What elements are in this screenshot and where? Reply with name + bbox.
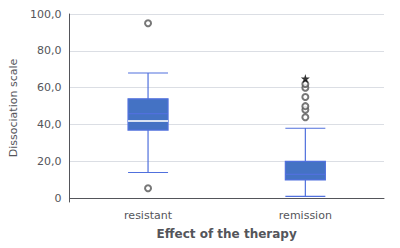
svg-text:Dissociation scale: Dissociation scale [7,59,20,158]
svg-text:resistant: resistant [124,209,173,222]
svg-text:20,0: 20,0 [37,155,62,168]
svg-text:80,0: 80,0 [37,44,62,57]
svg-text:60,0: 60,0 [37,81,62,94]
svg-text:40,0: 40,0 [37,118,62,131]
svg-text:0: 0 [54,192,61,205]
svg-text:100,0: 100,0 [30,8,62,21]
svg-text:remission: remission [279,209,332,222]
svg-text:Effect of the therapy: Effect of the therapy [157,227,297,241]
